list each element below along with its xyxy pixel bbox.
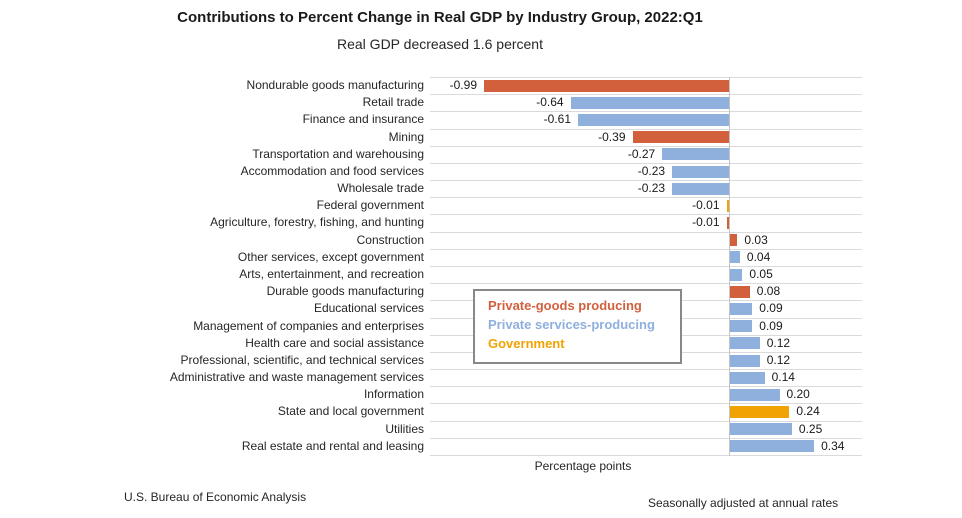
bar [632, 131, 729, 144]
category-label: Information [363, 387, 424, 402]
value-label: 0.14 [771, 370, 795, 385]
chart-subtitle: Real GDP decreased 1.6 percent [337, 36, 543, 52]
category-label: Utilities [385, 421, 424, 436]
legend-item-government: Government [488, 336, 565, 351]
gridline [430, 455, 862, 456]
value-label: 0.05 [749, 267, 773, 281]
value-label: 0.34 [821, 438, 845, 453]
category-label: Other services, except government [237, 249, 424, 264]
category-label: Real estate and rental and leasing [241, 438, 424, 453]
value-label: -0.01 [692, 215, 720, 230]
bar [730, 440, 815, 453]
adjustment-note: Seasonally adjusted at annual rates [648, 496, 839, 510]
category-label: Wholesale trade [337, 181, 424, 196]
gridline [430, 77, 862, 78]
legend: Private-goods producing Private services… [473, 289, 682, 364]
gridline [430, 197, 862, 199]
value-label: -0.23 [637, 181, 666, 196]
value-label: 0.25 [798, 421, 823, 436]
source-attribution: U.S. Bureau of Economic Analysis [124, 490, 307, 504]
bar [726, 217, 729, 229]
bar [484, 79, 729, 92]
gridline [430, 386, 862, 388]
gridline [430, 162, 862, 164]
value-label: 0.12 [766, 335, 791, 350]
gridline [430, 420, 862, 422]
bar [730, 251, 740, 264]
bar [730, 234, 738, 247]
category-label: State and local government [277, 404, 424, 419]
category-labels: Nondurable goods manufacturing Retail tra… [0, 77, 424, 455]
gridline [430, 437, 862, 439]
category-label: Federal government [316, 198, 424, 213]
x-axis-label: Percentage points [534, 459, 632, 473]
category-label: Transportation and warehousing [252, 146, 424, 161]
value-label: 0.09 [759, 318, 783, 333]
category-label: Nondurable goods manufacturing [246, 78, 424, 92]
gridline [430, 403, 862, 405]
bar [730, 371, 765, 384]
bar [672, 182, 729, 195]
bar [730, 423, 792, 436]
gridline [430, 94, 862, 96]
value-label: -0.99 [449, 78, 477, 92]
plot-area: -0.99 -0.64 -0.61 -0.39 -0.27 -0.23 -0.23 -0.01… [430, 77, 862, 456]
value-label: -0.01 [692, 198, 720, 213]
category-label: Finance and insurance [302, 112, 424, 127]
bar [730, 302, 753, 315]
value-label: 0.04 [746, 249, 771, 264]
gridline [430, 128, 862, 130]
gridline [430, 283, 862, 285]
bar [672, 165, 729, 178]
value-label: -0.61 [543, 112, 571, 127]
bar [730, 320, 753, 333]
gridline [430, 180, 862, 182]
bar [726, 199, 729, 212]
value-label: -0.64 [536, 95, 564, 110]
gridline [430, 266, 862, 267]
bar [730, 388, 780, 401]
value-label: -0.27 [627, 146, 656, 161]
category-label: Professional, scientific, and technical … [180, 352, 424, 367]
bar [730, 268, 743, 281]
value-label: 0.20 [786, 387, 810, 402]
gridline [430, 214, 862, 216]
value-label: -0.23 [637, 163, 666, 178]
zero-axis-line [729, 77, 730, 456]
gridline [430, 111, 862, 113]
bar [578, 114, 729, 126]
category-label: Mining [388, 129, 424, 144]
bar [662, 148, 729, 161]
category-label: Accommodation and food services [240, 163, 424, 178]
value-label: 0.12 [766, 352, 791, 367]
bar [730, 337, 760, 350]
value-label: 0.24 [796, 404, 820, 419]
gridline [430, 145, 862, 147]
category-label: Arts, entertainment, and recreation [239, 267, 424, 281]
gridline [430, 369, 862, 371]
chart-title: Contributions to Percent Change in Real … [177, 9, 703, 26]
category-label: Agriculture, forestry, fishing, and hunt… [210, 215, 424, 230]
bar [730, 354, 760, 367]
category-label: Administrative and waste management serv… [169, 370, 424, 385]
bar [570, 96, 729, 109]
gridline [430, 248, 862, 250]
bar [730, 406, 790, 418]
value-label: 0.09 [759, 301, 783, 316]
legend-item-private-goods: Private-goods producing [488, 298, 642, 313]
value-label: -0.39 [598, 129, 626, 144]
category-label: Management of companies and enterprises [193, 318, 424, 333]
category-label: Retail trade [362, 95, 424, 110]
legend-item-private-services: Private services-producing [488, 317, 655, 332]
category-label: Educational services [313, 301, 424, 316]
value-label: 0.03 [744, 232, 768, 247]
bar [730, 285, 750, 298]
value-label: 0.08 [756, 284, 781, 299]
category-label: Durable goods manufacturing [266, 284, 424, 299]
gridline [430, 231, 862, 233]
category-label: Health care and social assistance [245, 335, 424, 350]
category-label: Construction [356, 232, 424, 247]
